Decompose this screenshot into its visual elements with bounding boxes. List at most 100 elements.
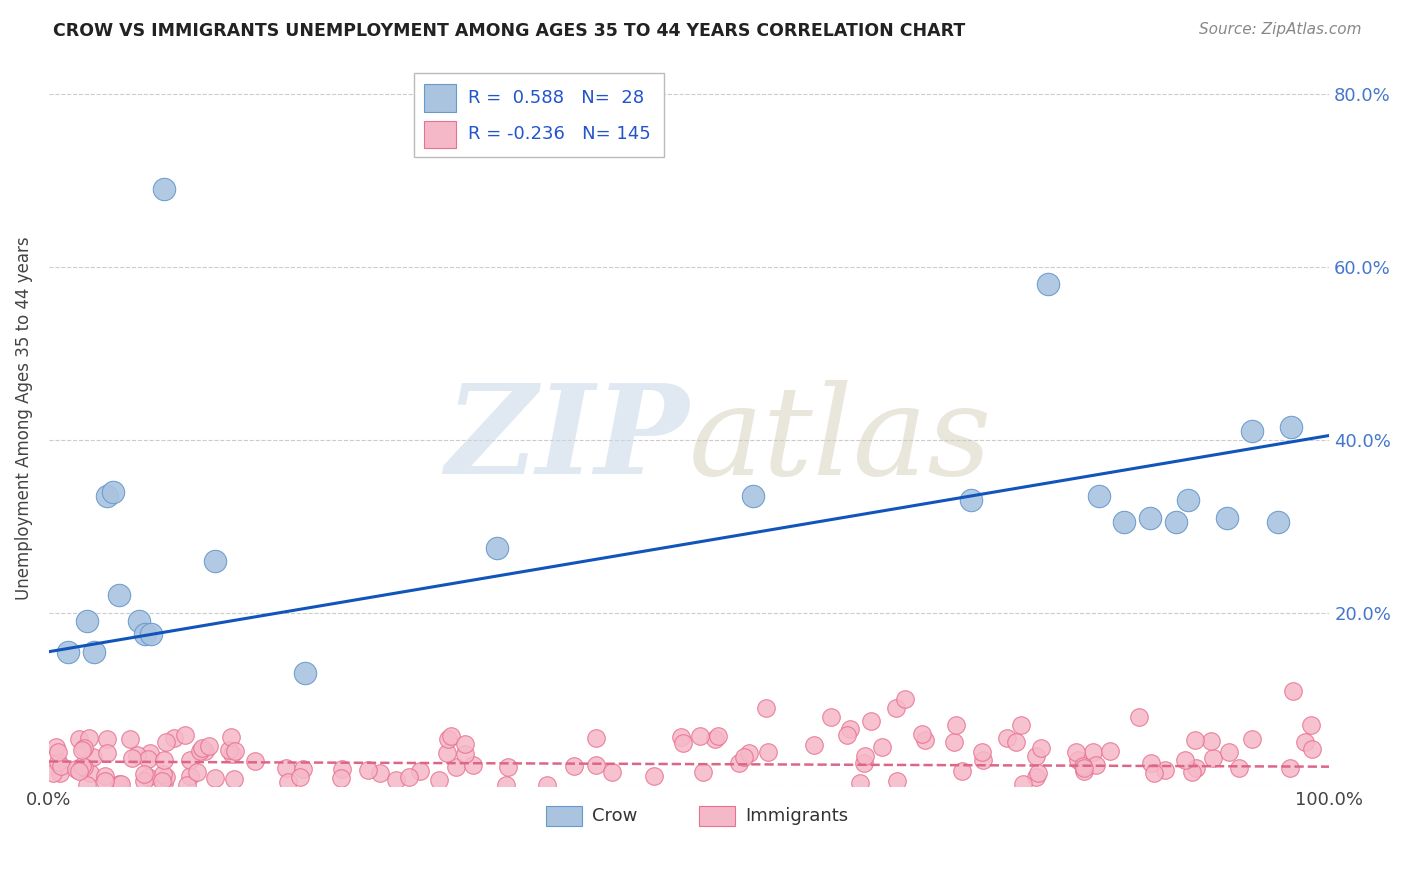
Point (174, 728, 197, 742)
Point (49, 766, 72, 780)
Point (1227, 761, 1250, 775)
Point (454, 738, 477, 752)
Point (82, 750, 104, 764)
Point (274, 761, 297, 775)
Point (179, 753, 201, 767)
Text: atlas: atlas (689, 379, 993, 501)
Text: Immigrants: Immigrants (745, 807, 849, 825)
Point (155, 770, 177, 784)
Point (1177, 493, 1199, 508)
Point (45, 739, 67, 754)
Point (136, 770, 159, 784)
Point (1005, 734, 1028, 748)
Point (134, 627, 156, 641)
Point (1281, 683, 1303, 698)
Point (853, 748, 876, 763)
Point (73, 759, 96, 773)
Point (1026, 766, 1049, 780)
Point (121, 751, 143, 765)
Point (1128, 709, 1150, 723)
Point (585, 757, 607, 772)
Point (70, 759, 93, 773)
Point (972, 753, 994, 767)
Point (56, 645, 79, 659)
FancyBboxPatch shape (546, 805, 582, 826)
Point (972, 745, 994, 759)
Point (1241, 424, 1264, 438)
Point (1012, 777, 1035, 791)
Point (911, 727, 934, 741)
Point (94, 769, 117, 783)
Point (1164, 515, 1187, 529)
Text: Source: ZipAtlas.com: Source: ZipAtlas.com (1198, 22, 1361, 37)
Point (461, 758, 484, 772)
Point (839, 723, 862, 737)
Point (1031, 741, 1053, 756)
Point (849, 776, 872, 790)
Point (128, 615, 150, 629)
Point (294, 666, 316, 681)
Point (536, 778, 558, 792)
Point (1181, 765, 1204, 780)
Point (77, 731, 100, 745)
Point (738, 746, 761, 760)
Point (141, 627, 163, 641)
Point (643, 768, 665, 782)
Point (1294, 735, 1316, 749)
Point (1081, 745, 1104, 759)
Point (96, 732, 118, 747)
Point (1025, 770, 1047, 784)
Point (42, 766, 65, 780)
Point (454, 747, 477, 762)
Text: Crow: Crow (592, 807, 637, 825)
Point (398, 770, 420, 784)
Point (132, 773, 155, 788)
Point (153, 753, 176, 767)
Point (153, 776, 176, 790)
Text: R =  0.588   N=  28: R = 0.588 N= 28 (468, 88, 644, 107)
Point (385, 773, 408, 788)
Point (942, 734, 965, 748)
Point (46, 755, 69, 769)
Point (76, 615, 98, 629)
Point (218, 743, 240, 757)
Point (496, 759, 519, 773)
Point (188, 743, 211, 757)
Point (1143, 766, 1166, 780)
Text: R = -0.236   N= 145: R = -0.236 N= 145 (468, 126, 651, 144)
Point (368, 766, 391, 780)
Point (191, 741, 214, 756)
Point (125, 747, 148, 762)
Point (221, 747, 243, 761)
Point (564, 758, 586, 772)
Point (742, 489, 765, 503)
Point (884, 701, 907, 715)
Text: ZIP: ZIP (446, 379, 689, 501)
Point (803, 738, 825, 752)
Point (1073, 764, 1095, 778)
FancyBboxPatch shape (699, 805, 735, 826)
Point (101, 484, 124, 499)
Point (669, 730, 692, 744)
Point (1114, 515, 1136, 529)
Text: CROW VS IMMIGRANTS UNEMPLOYMENT AMONG AGES 35 TO 44 YEARS CORRELATION CHART: CROW VS IMMIGRANTS UNEMPLOYMENT AMONG AG… (53, 22, 966, 40)
Point (120, 732, 142, 747)
Point (914, 733, 936, 747)
Point (1202, 751, 1225, 765)
Point (1279, 420, 1302, 434)
Point (894, 692, 917, 706)
Point (1301, 718, 1323, 732)
Point (728, 756, 751, 770)
Point (436, 746, 458, 760)
Point (427, 772, 450, 787)
Point (134, 767, 156, 781)
Point (186, 764, 208, 779)
Point (835, 728, 858, 742)
Point (1267, 515, 1289, 529)
Point (585, 731, 607, 746)
Point (1185, 761, 1208, 775)
Point (959, 493, 981, 508)
Point (357, 764, 380, 778)
Point (194, 744, 217, 758)
Point (1218, 745, 1240, 759)
